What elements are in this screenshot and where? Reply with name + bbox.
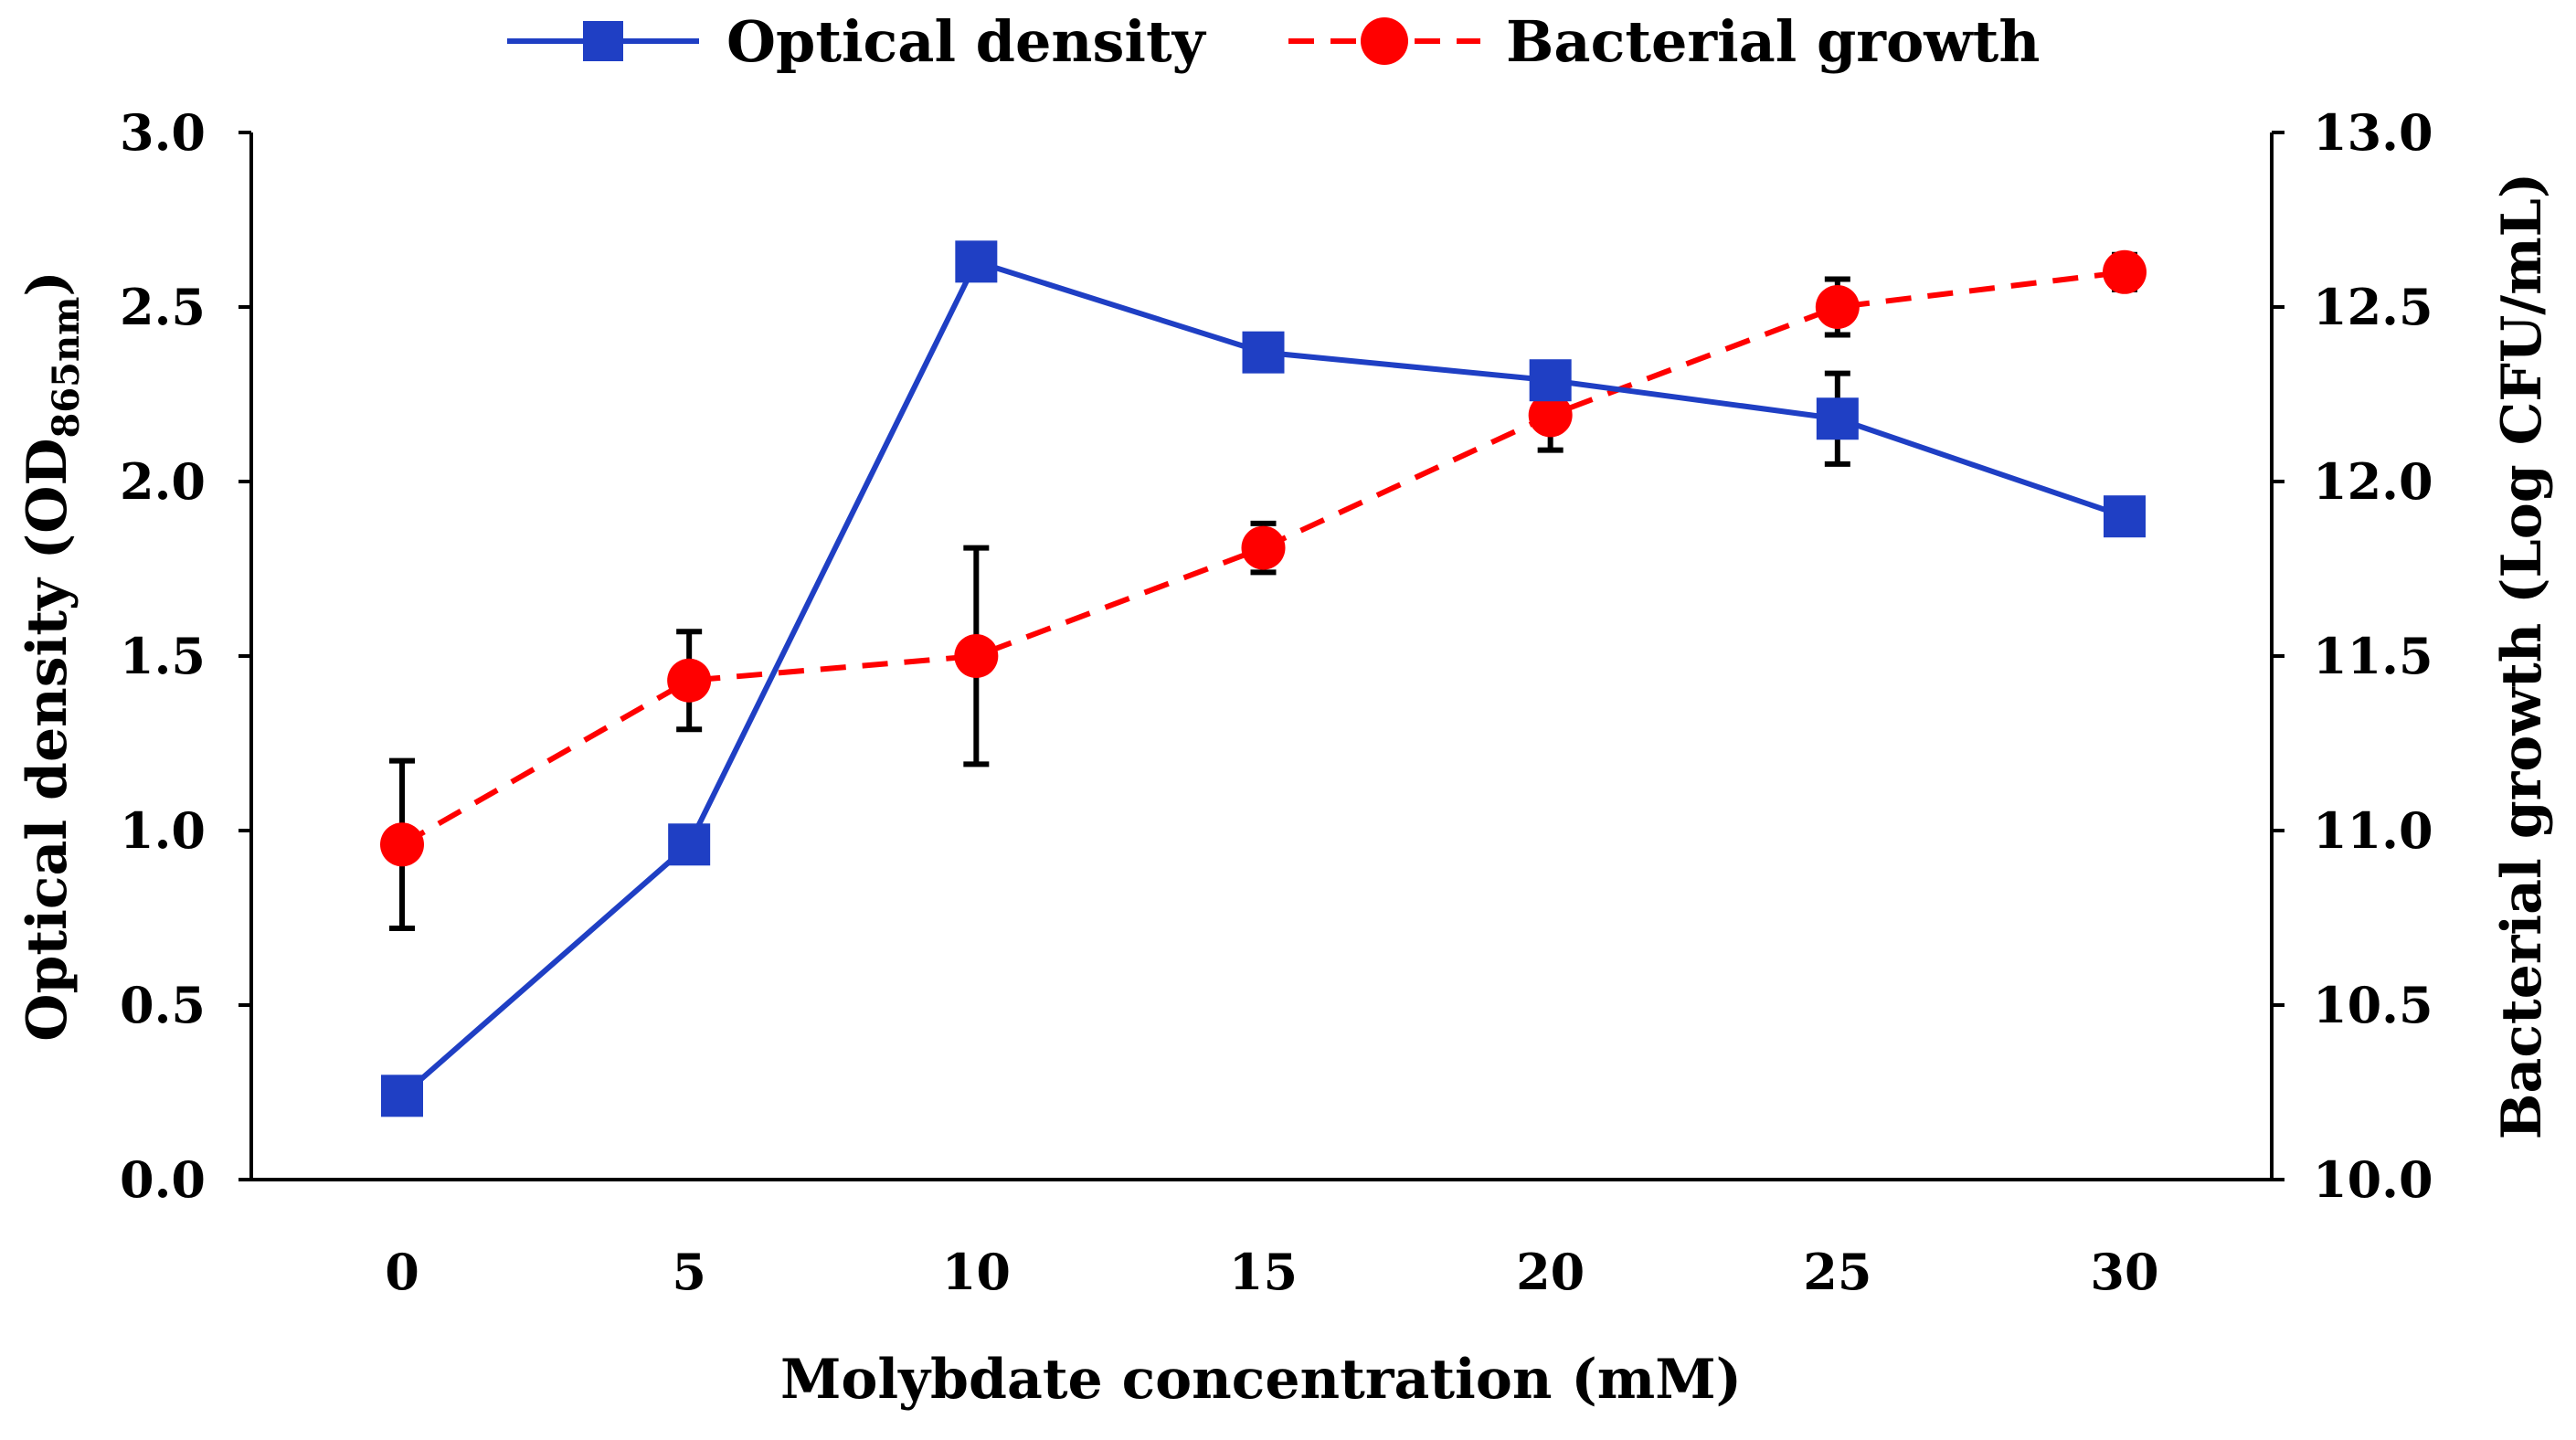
series-bacterial-growth <box>380 249 2147 931</box>
legend-label-bacterial-growth: Bacterial growth <box>1506 8 2040 75</box>
data-point-circle <box>380 822 424 867</box>
legend-marker-circle-icon <box>1361 17 1408 65</box>
data-point-circle <box>954 634 999 678</box>
left-y-axis-title-subscript: 865nm <box>45 297 88 439</box>
x-tick-label: 20 <box>1516 1243 1585 1301</box>
right-tick-label: 10.0 <box>2313 1150 2433 1209</box>
data-point-circle <box>2103 249 2147 294</box>
data-point-square <box>381 1075 423 1117</box>
series-line <box>400 258 2125 1098</box>
left-tick-label: 2.0 <box>120 452 206 511</box>
left-tick-label: 0.5 <box>120 976 206 1034</box>
right-tick-label: 12.5 <box>2313 278 2433 336</box>
left-tick-label: 1.5 <box>120 627 206 685</box>
left-tick-label: 0.0 <box>120 1150 206 1209</box>
right-tick-label: 12.0 <box>2313 452 2433 511</box>
right-tick-label: 13.0 <box>2313 103 2433 162</box>
data-point-circle <box>667 658 712 703</box>
plot-area <box>380 240 2147 1117</box>
data-point-square <box>1816 397 1859 440</box>
x-tick-label: 5 <box>672 1243 706 1301</box>
right-tick-label: 10.5 <box>2313 976 2433 1034</box>
series-optical-density <box>381 240 2146 1117</box>
legend-label-optical-density: Optical density <box>726 8 1207 75</box>
x-tick-label: 15 <box>1229 1243 1298 1301</box>
right-axis-ticks: 10.0 10.5 11.0 11.5 12.0 12.5 13.0 <box>2272 103 2433 1209</box>
left-y-axis-title: Optical density (OD865nm) <box>16 270 88 1042</box>
data-point-circle <box>1815 285 1860 329</box>
left-tick-label: 3.0 <box>120 103 206 162</box>
data-point-square <box>668 823 711 866</box>
data-point-square <box>955 240 998 283</box>
right-y-axis-title: Bacterial growth (Log CFU/mL) <box>2490 173 2554 1140</box>
x-tick-label: 25 <box>1803 1243 1871 1301</box>
left-tick-label: 2.5 <box>120 278 206 336</box>
x-tick-label: 30 <box>2090 1243 2158 1301</box>
data-point-square <box>2104 495 2146 538</box>
left-tick-label: 1.0 <box>120 801 206 860</box>
x-axis-title: Molybdate concentration (mM) <box>780 1348 1742 1412</box>
left-y-axis-title-main: Optical density (OD <box>16 439 80 1042</box>
right-tick-label: 11.0 <box>2313 801 2433 860</box>
left-axis-ticks: 0.0 0.5 1.0 1.5 2.0 2.5 3.0 <box>120 103 251 1209</box>
legend-marker-square-icon <box>583 21 623 61</box>
data-point-circle <box>1528 393 1573 438</box>
left-y-axis-title-close: ) <box>16 270 80 296</box>
right-tick-label: 11.5 <box>2313 627 2433 685</box>
x-tick-label: 0 <box>385 1243 419 1301</box>
data-point-square <box>1529 359 1572 402</box>
x-axis-ticks: 0 5 10 15 20 25 30 <box>385 1243 2158 1301</box>
legend: Optical density Bacterial growth <box>507 8 2040 75</box>
x-tick-label: 10 <box>942 1243 1011 1301</box>
data-point-square <box>1242 331 1285 374</box>
data-point-circle <box>1241 525 1286 570</box>
